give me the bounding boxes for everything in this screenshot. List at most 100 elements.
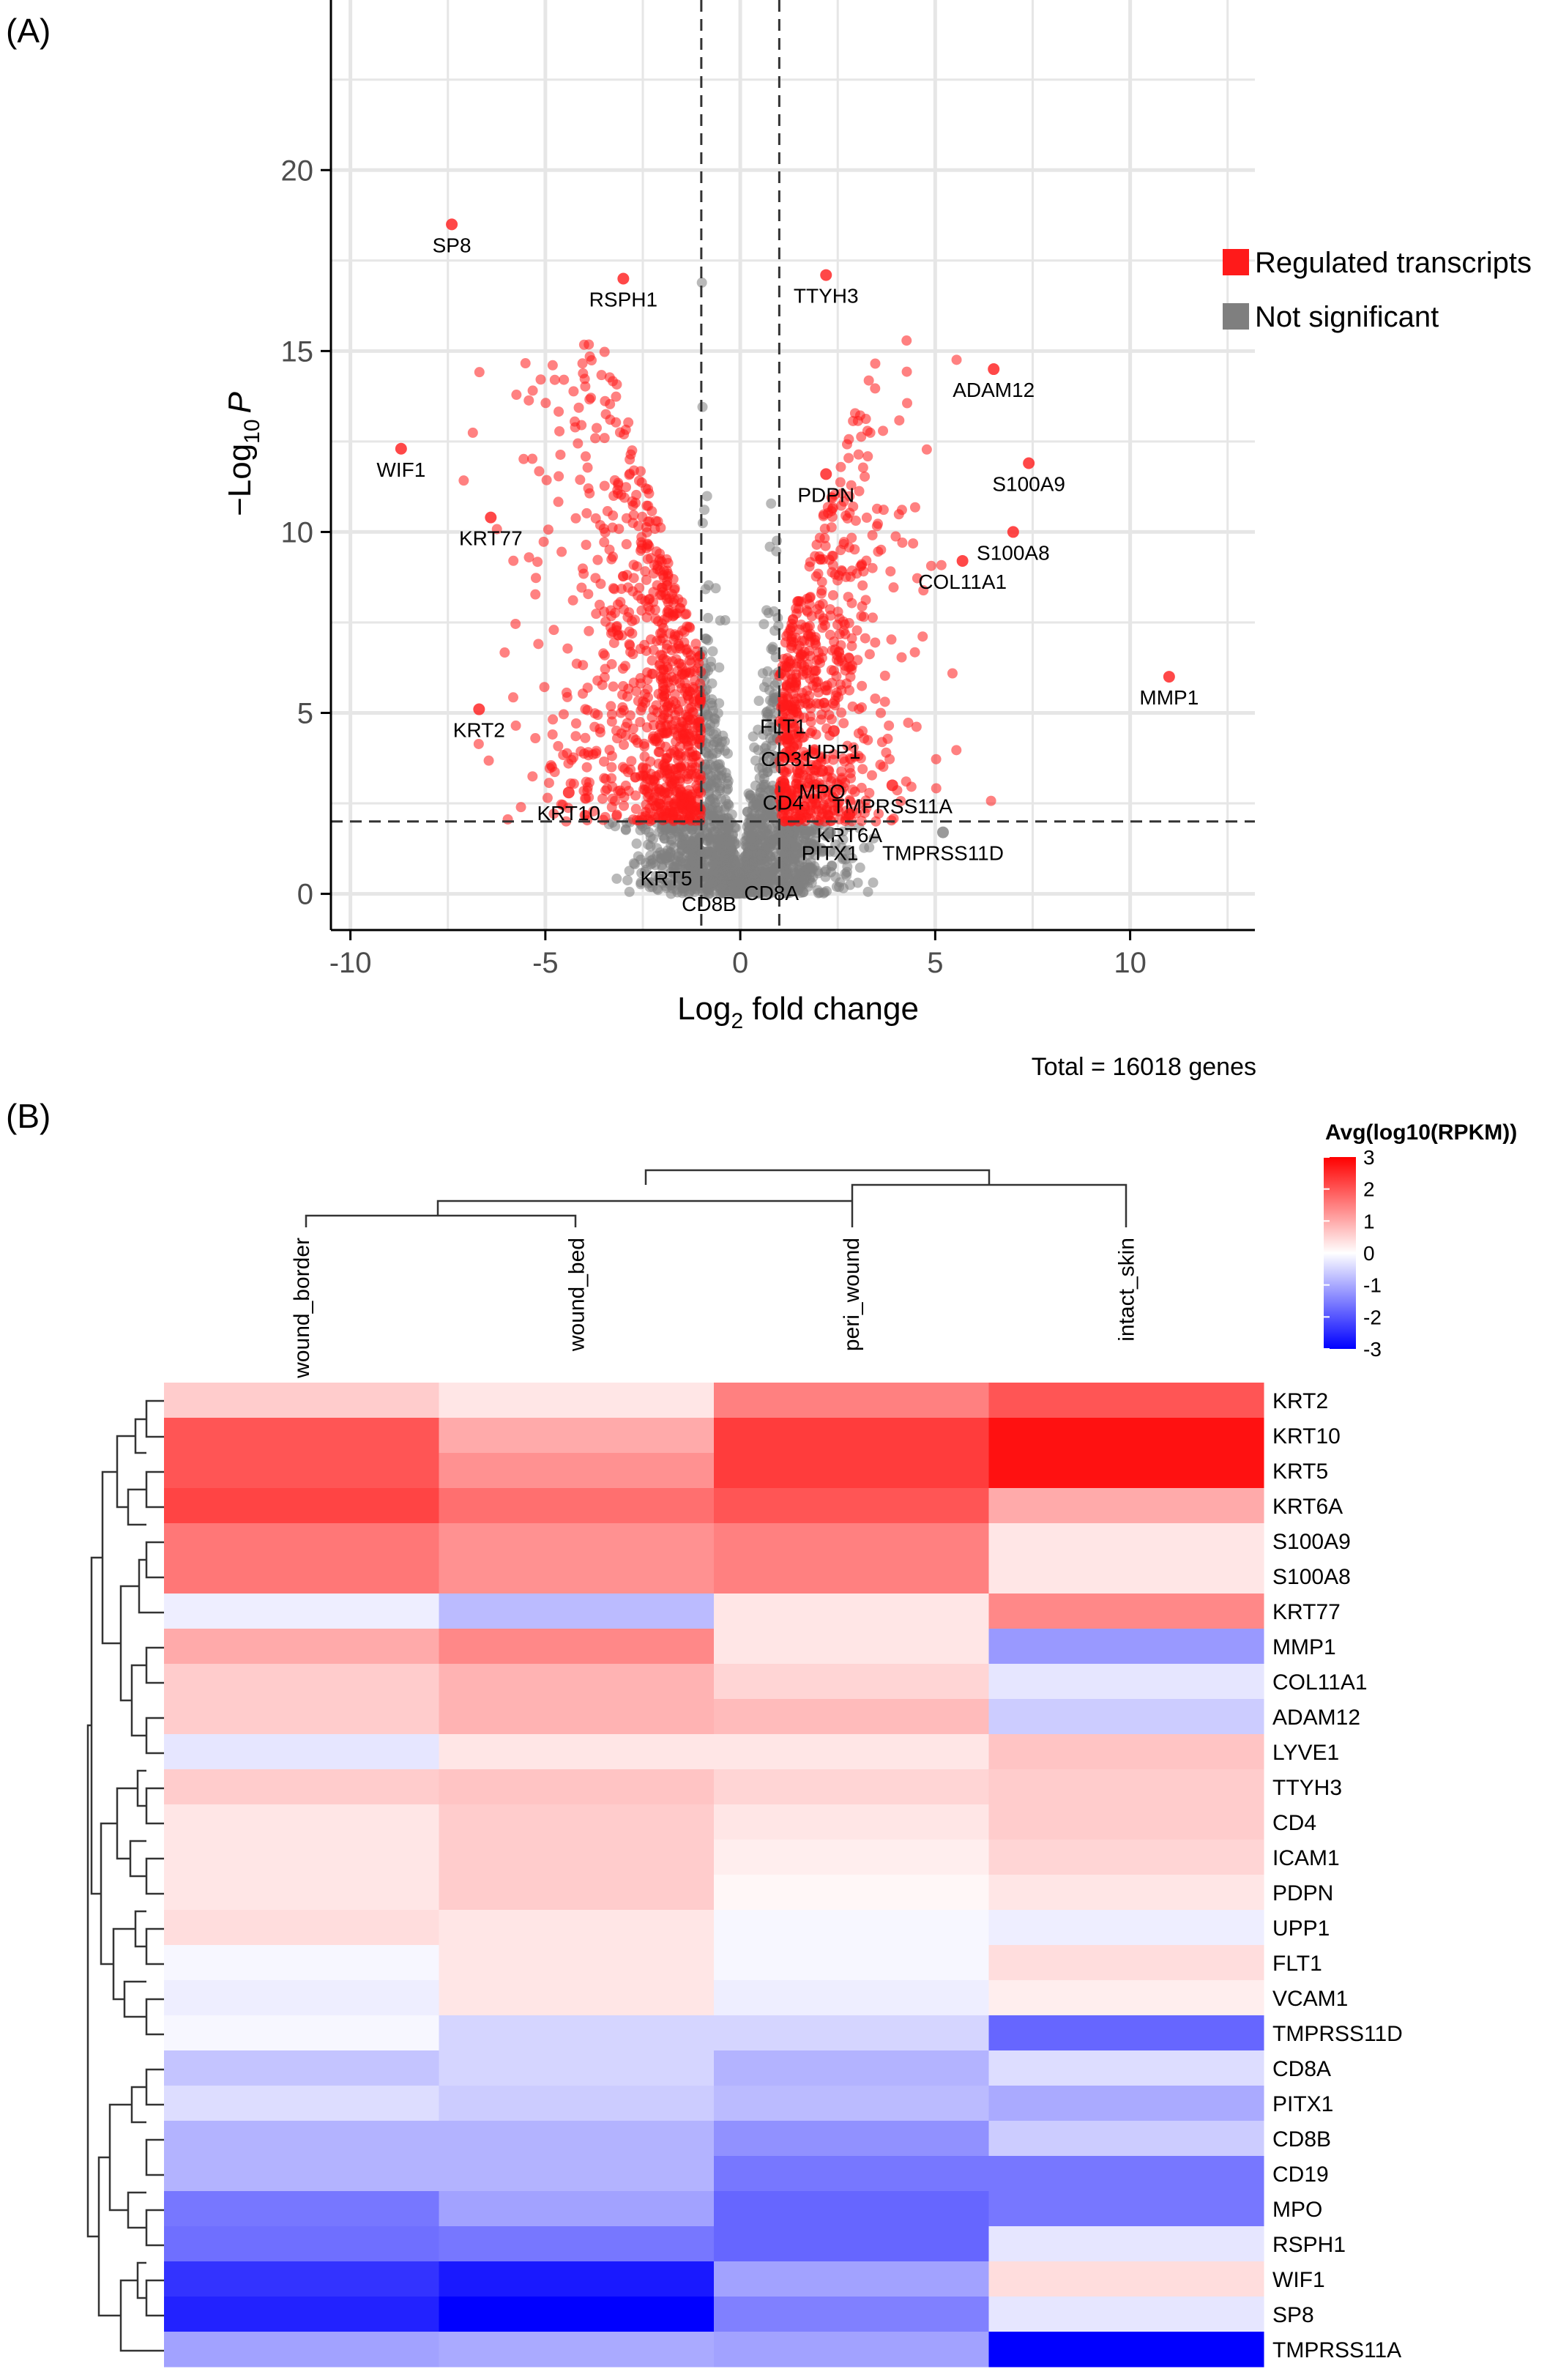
heatmap-cell xyxy=(988,1980,1264,2016)
point-regulated xyxy=(870,383,881,394)
point-regulated xyxy=(789,742,800,753)
heatmap-cell xyxy=(988,1804,1264,1840)
point-regulated xyxy=(802,685,813,696)
point-regulated xyxy=(662,752,673,763)
point-regulated xyxy=(828,748,839,759)
point-regulated xyxy=(558,709,569,720)
point-regulated xyxy=(812,793,823,804)
row-label-wif1: WIF1 xyxy=(1272,2268,1325,2292)
y-axis-label-text: −Log10 P xyxy=(222,391,264,516)
point-not-significant xyxy=(769,689,780,700)
y-tick-label: 5 xyxy=(297,698,313,730)
point-regulated xyxy=(835,500,846,511)
point-regulated xyxy=(811,682,822,693)
point-regulated xyxy=(690,762,701,773)
point-regulated xyxy=(605,398,616,409)
point-not-significant xyxy=(764,541,775,552)
point-regulated xyxy=(873,518,884,529)
heatmap-cell xyxy=(988,2086,1264,2121)
heatmap-cell xyxy=(439,1875,715,1911)
heatmap-cell xyxy=(714,2015,989,2051)
point-regulated xyxy=(931,783,942,794)
point-regulated xyxy=(846,532,857,543)
point-regulated xyxy=(581,762,592,773)
row-label-krt2: KRT2 xyxy=(1272,1389,1328,1413)
point-regulated xyxy=(655,590,666,600)
point-regulated xyxy=(539,682,550,693)
point-regulated xyxy=(644,803,655,814)
point-regulated xyxy=(591,423,602,434)
point-regulated xyxy=(655,635,666,646)
heatmap-cell xyxy=(439,2226,715,2262)
point-regulated xyxy=(527,771,538,782)
heatmap-cell xyxy=(988,1523,1264,1559)
point-regulated xyxy=(903,717,914,728)
point-regulated xyxy=(557,800,568,811)
point-not-significant xyxy=(696,277,707,288)
point-regulated xyxy=(608,491,619,502)
point-regulated xyxy=(617,663,628,674)
point-not-significant xyxy=(706,831,717,842)
point-regulated xyxy=(951,745,962,756)
heatmap-cell xyxy=(714,2297,989,2332)
labeled-point-krt5 xyxy=(660,852,672,864)
point-regulated xyxy=(467,427,478,438)
point-not-significant xyxy=(700,633,711,644)
point-regulated xyxy=(510,618,521,629)
point-not-significant xyxy=(701,748,712,759)
heatmap-cell xyxy=(714,2332,989,2368)
point-not-significant xyxy=(644,877,655,888)
point-regulated xyxy=(856,782,867,793)
point-regulated xyxy=(666,672,677,683)
point-regulated xyxy=(884,754,895,765)
heatmap-cell xyxy=(164,2332,439,2368)
row-label-cd8a: CD8A xyxy=(1272,2057,1331,2081)
point-regulated xyxy=(661,580,672,591)
point-not-significant xyxy=(743,826,754,837)
point-regulated xyxy=(527,453,538,464)
gene-label-cd8a: CD8A xyxy=(744,882,799,904)
labeled-point-pitx1 xyxy=(824,826,836,838)
gene-label-pdpn: PDPN xyxy=(797,483,854,506)
point-regulated xyxy=(625,468,636,479)
point-regulated xyxy=(637,511,648,522)
heatmap-cell xyxy=(439,1734,715,1770)
heatmap-cell xyxy=(714,1453,989,1489)
point-regulated xyxy=(531,573,542,584)
point-regulated xyxy=(656,714,667,725)
threshold-lines xyxy=(331,0,1255,930)
point-not-significant xyxy=(838,834,849,845)
point-not-significant xyxy=(807,839,818,850)
point-not-significant xyxy=(697,401,708,412)
point-regulated xyxy=(676,696,687,707)
heatmap-cell xyxy=(714,1980,989,2016)
point-regulated xyxy=(851,625,862,636)
y-tick-label: 0 xyxy=(297,879,313,911)
point-not-significant xyxy=(706,815,717,826)
heatmap-cell xyxy=(439,2050,715,2086)
point-not-significant xyxy=(703,612,714,623)
gene-label-pitx1: PITX1 xyxy=(802,842,859,865)
point-regulated xyxy=(612,599,623,610)
point-not-significant xyxy=(854,862,865,873)
point-regulated xyxy=(608,681,619,692)
point-not-significant xyxy=(842,866,853,877)
point-regulated xyxy=(795,650,806,661)
point-regulated xyxy=(803,778,814,789)
row-label-s100a9: S100A9 xyxy=(1272,1530,1351,1554)
point-not-significant xyxy=(700,584,711,595)
point-regulated xyxy=(582,683,593,693)
point-regulated xyxy=(791,603,802,614)
heatmap-cell xyxy=(439,2261,715,2297)
point-not-significant xyxy=(708,729,719,740)
point-not-significant xyxy=(753,696,764,707)
point-not-significant xyxy=(743,788,754,799)
point-regulated xyxy=(668,775,679,786)
point-regulated xyxy=(844,685,855,696)
point-not-significant xyxy=(635,825,646,836)
point-regulated xyxy=(867,529,878,540)
point-regulated xyxy=(676,683,687,693)
point-regulated xyxy=(660,805,671,816)
point-regulated xyxy=(584,394,595,405)
point-regulated xyxy=(799,713,810,724)
